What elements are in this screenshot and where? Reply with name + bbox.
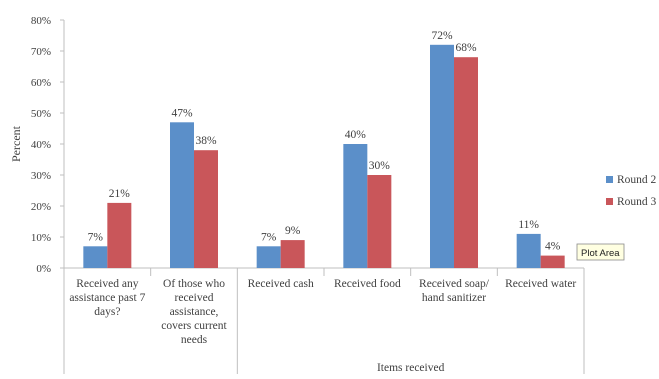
y-tick-label: 80% xyxy=(31,15,51,27)
data-label: 47% xyxy=(171,107,193,119)
bar-round-2 xyxy=(256,246,281,268)
bar-round-2 xyxy=(343,144,368,268)
category-label: hand sanitizer xyxy=(422,292,486,304)
data-label: 7% xyxy=(261,231,277,243)
category-label: needs xyxy=(181,334,208,346)
y-tick-label: 50% xyxy=(31,108,51,120)
category-label: received xyxy=(175,292,214,304)
bar-round-3 xyxy=(280,240,305,268)
bar-round-3 xyxy=(540,255,565,268)
data-label: 11% xyxy=(518,219,539,231)
data-label: 68% xyxy=(455,42,477,54)
data-label: 40% xyxy=(345,129,367,141)
y-tick-label: 20% xyxy=(31,201,51,213)
data-label: 4% xyxy=(545,241,561,253)
category-label: Of those who xyxy=(163,278,225,290)
y-tick-label: 40% xyxy=(31,139,51,151)
bar-round-3 xyxy=(107,202,132,268)
y-tick-label: 60% xyxy=(31,77,51,89)
y-tick-label: 10% xyxy=(31,232,51,244)
legend-label: Round 2 xyxy=(617,174,657,186)
data-label: 30% xyxy=(369,160,391,172)
bar-round-3 xyxy=(367,175,392,268)
category-label: covers current xyxy=(161,320,227,332)
y-tick-label: 30% xyxy=(31,170,51,182)
bar-round-3 xyxy=(454,57,478,269)
group-label-items-received: Items received xyxy=(377,362,445,374)
category-label: days? xyxy=(94,306,120,318)
data-label: 9% xyxy=(285,225,301,237)
category-label: Received any xyxy=(76,278,139,290)
bar-round-2 xyxy=(170,122,194,268)
data-label: 7% xyxy=(88,231,104,243)
category-label: assistance past 7 xyxy=(69,292,145,304)
category-label: assistance, xyxy=(170,306,219,318)
legend-swatch xyxy=(606,198,613,205)
plot-area-tooltip: Plot Area xyxy=(576,243,625,261)
data-label: 72% xyxy=(431,30,453,42)
category-label: Received cash xyxy=(248,278,314,290)
bar-round-3 xyxy=(194,150,218,268)
tooltip-box xyxy=(576,243,625,261)
tooltip-text: Plot Area xyxy=(581,248,620,259)
legend-label: Round 3 xyxy=(617,196,657,208)
data-label: 21% xyxy=(109,188,131,200)
bar-round-2 xyxy=(516,233,541,268)
bar-round-2 xyxy=(83,246,108,268)
category-label: Received soap/ xyxy=(419,278,490,290)
y-tick-label: 0% xyxy=(36,263,51,275)
category-label: Received water xyxy=(505,278,576,290)
y-tick-label: 70% xyxy=(31,46,51,58)
y-axis-title: Percent xyxy=(9,125,23,162)
category-label: Received food xyxy=(334,278,401,290)
data-label: 38% xyxy=(195,135,217,147)
legend-swatch xyxy=(606,176,613,183)
bar-round-2 xyxy=(430,44,454,268)
